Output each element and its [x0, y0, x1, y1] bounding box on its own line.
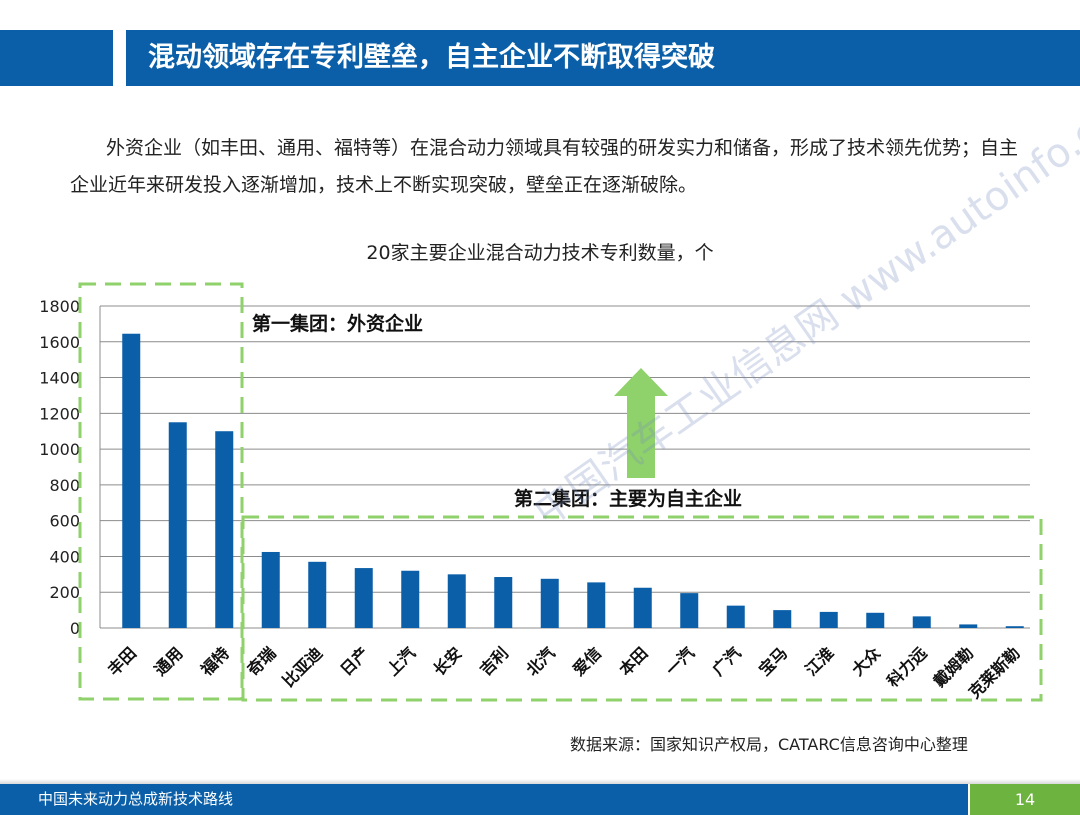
group1-label: 第一集团：外资企业: [252, 312, 423, 335]
x-tick-label: 比亚迪: [279, 643, 326, 690]
y-tick-label: 1000: [39, 440, 80, 459]
x-tick-label: 一汽: [662, 643, 698, 679]
x-tick-label: 江淮: [802, 643, 838, 679]
bar: [122, 333, 141, 628]
x-tick-label: 宝马: [755, 643, 791, 679]
group2-box: [241, 515, 1043, 702]
bar: [261, 551, 280, 628]
chart-title: 20家主要企业混合动力技术专利数量，个: [366, 242, 714, 264]
bar: [912, 616, 931, 628]
y-tick-label: 400: [49, 547, 80, 566]
x-tick-label: 福特: [196, 643, 233, 680]
bar: [308, 561, 327, 628]
x-tick-label: 日产: [337, 643, 373, 679]
title-bar-accent: [0, 30, 113, 86]
bar: [726, 605, 745, 628]
x-tick-label: 通用: [151, 643, 187, 679]
data-source: 数据来源：国家知识产权局，CATARC信息咨询中心整理: [570, 735, 968, 754]
bar: [633, 587, 652, 628]
bar: [680, 593, 699, 628]
bar: [168, 422, 187, 628]
x-tick-label: 丰田: [104, 643, 140, 679]
x-tick-label: 北汽: [523, 643, 559, 679]
bar: [959, 624, 978, 628]
group1-box: [78, 282, 244, 701]
page-number: 14: [1014, 790, 1036, 809]
bar: [401, 570, 420, 628]
bar: [215, 431, 234, 628]
x-tick-label: 奇瑞: [244, 643, 280, 679]
x-tick-label: 吉利: [476, 643, 512, 679]
y-tick-label: 1200: [39, 404, 80, 423]
bar: [447, 574, 466, 628]
bar: [494, 577, 513, 628]
bar: [819, 611, 838, 628]
intro-paragraph: 外资企业（如丰田、通用、福特等）在混合动力领域具有较强的研发实力和储备，形成了技…: [70, 137, 1019, 196]
bar: [866, 612, 885, 628]
y-tick-label: 1800: [39, 297, 80, 316]
up-arrow: [614, 368, 668, 478]
y-tick-label: 1600: [39, 333, 80, 352]
x-tick-label: 科力远: [883, 643, 930, 690]
x-tick-label: 大众: [848, 643, 885, 680]
title-bar: [126, 30, 1080, 86]
y-tick-label: 1400: [39, 369, 80, 388]
footer-bar: [0, 784, 968, 815]
x-tick-label: 克莱斯勒: [965, 643, 1024, 702]
bar: [540, 578, 559, 628]
y-tick-label: 600: [49, 512, 80, 531]
bar: [1005, 626, 1024, 628]
x-tick-label: 广汽: [709, 643, 745, 679]
footer-title: 中国未来动力总成新技术路线: [38, 790, 234, 808]
bar: [587, 582, 606, 628]
x-tick-label: 爱信: [569, 643, 605, 679]
x-tick-label: 上汽: [383, 643, 419, 679]
page-title: 混动领域存在专利壁垒，自主企业不断取得突破: [148, 42, 715, 73]
footer-page-box: [970, 784, 1080, 815]
y-tick-label: 800: [49, 476, 80, 495]
x-tick-label: 本田: [616, 643, 652, 679]
bar: [354, 568, 373, 628]
footer-shadow: [0, 779, 1080, 784]
y-tick-label: 200: [49, 583, 80, 602]
group2-label: 第二集团：主要为自主企业: [514, 487, 742, 510]
x-tick-label: 长安: [430, 643, 466, 679]
y-tick-label: 0: [70, 619, 80, 638]
bar: [773, 610, 792, 628]
